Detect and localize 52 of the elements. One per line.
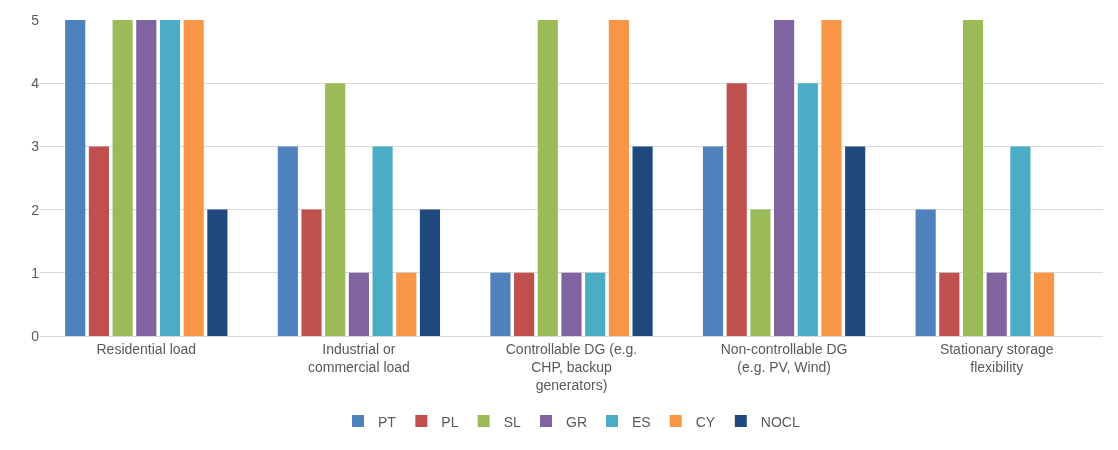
- bar: [88, 146, 109, 336]
- bar: [962, 20, 984, 336]
- x-tick-label: Industrial or commercial load: [307, 340, 410, 375]
- bar: [112, 20, 133, 336]
- bar: [159, 20, 181, 336]
- bar: [1034, 272, 1055, 336]
- legend-label: PT: [378, 413, 397, 430]
- bar: [821, 20, 842, 336]
- legend-label: PL: [441, 413, 459, 430]
- legend-label: NOCL: [760, 413, 800, 430]
- bar: [490, 272, 511, 336]
- bar: [396, 272, 417, 336]
- x-tick-label: Stationary storage flexibility: [939, 340, 1054, 375]
- bar: [207, 209, 228, 336]
- bar: [585, 272, 606, 336]
- bar: [325, 83, 346, 336]
- bar: [939, 272, 960, 336]
- legend-label: ES: [632, 413, 651, 430]
- x-tick-label: Non-controllable DG (e.g. PV, Wind): [720, 340, 848, 375]
- bar: [774, 20, 795, 336]
- bar: [561, 272, 582, 336]
- y-tick-label: 0: [31, 327, 40, 344]
- legend-label: GR: [566, 413, 588, 430]
- bar: [915, 209, 936, 336]
- y-tick-label: 1: [31, 264, 40, 281]
- bar: [1010, 146, 1031, 336]
- bar: [986, 272, 1007, 336]
- bar: [726, 83, 747, 336]
- bar: [301, 209, 322, 336]
- bar: [277, 146, 298, 336]
- y-tick-label: 4: [31, 75, 40, 92]
- x-tick-label: Controllable DG (e.g. CHP, backup generators): [505, 340, 638, 394]
- y-tick-label: 2: [31, 201, 40, 218]
- bar: [608, 20, 629, 336]
- y-tick-label: 5: [31, 11, 40, 28]
- bar: [797, 83, 818, 336]
- bar: [845, 146, 866, 336]
- bar: [537, 20, 558, 336]
- bar: [702, 146, 724, 336]
- bar: [348, 272, 369, 336]
- bar: [419, 209, 441, 336]
- bar: [750, 209, 771, 336]
- bar: [514, 272, 535, 336]
- bar: [183, 20, 204, 336]
- bar: [372, 146, 393, 336]
- bar: [632, 146, 653, 336]
- legend-label: SL: [503, 413, 522, 430]
- y-tick-label: 3: [31, 138, 40, 155]
- legend-label: CY: [695, 413, 716, 430]
- x-tick-label: Residential load: [96, 340, 197, 357]
- bar: [65, 20, 86, 336]
- bar: [136, 20, 157, 336]
